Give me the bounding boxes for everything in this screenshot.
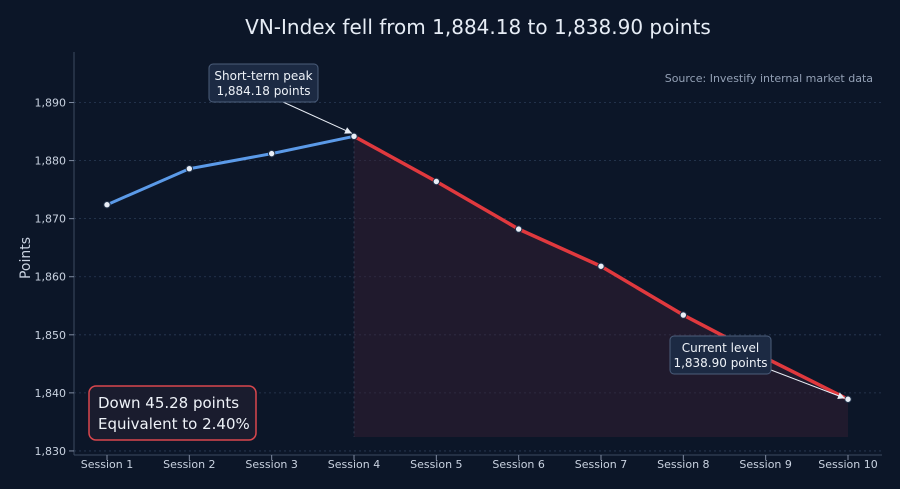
y-ticks: 1,830 1,840 1,850 1,860 1,870 1,880 1,890 <box>35 97 74 458</box>
y-tick-label: 1,870 <box>35 213 67 226</box>
axes <box>73 52 882 456</box>
summary-line-2: Equivalent to 2.40% <box>98 415 250 433</box>
y-tick-label: 1,880 <box>35 155 67 168</box>
data-point <box>267 149 276 158</box>
x-tick-label: Session 1 <box>81 458 133 471</box>
summary-box-frame <box>88 385 257 441</box>
data-point <box>679 311 688 319</box>
peak-annotation-arrowhead <box>344 127 352 134</box>
x-tick-label: Session 6 <box>492 458 544 471</box>
chart-title: VN-Index fell from 1,884.18 to 1,838.90 … <box>245 15 711 39</box>
y-tick-label: 1,840 <box>35 387 67 400</box>
data-point <box>350 132 358 141</box>
rising-segment-line <box>105 134 356 207</box>
x-tick-label: Session 4 <box>328 458 380 471</box>
y-tick-label: 1,830 <box>35 445 67 458</box>
x-tick-label: Session 2 <box>163 458 215 471</box>
x-tick-label: Session 10 <box>818 458 877 471</box>
x-ticks: Session 1 Session 2 Session 3 Session 4 Sess… <box>81 455 878 471</box>
decline-shading <box>354 136 848 438</box>
decline-area <box>353 136 848 438</box>
y-tick-label: 1,890 <box>35 97 67 110</box>
peak-annotation-box <box>208 63 319 103</box>
source-note: Source: Investify internal market data <box>665 72 873 85</box>
x-tick-label: Session 8 <box>657 458 709 471</box>
x-tick-label: Session 3 <box>245 458 297 471</box>
current-annotation-arrow <box>770 369 846 399</box>
x-tick-label: Session 9 <box>739 458 791 471</box>
peak-annotation-arrow <box>282 101 353 134</box>
x-tick-label: Session 5 <box>410 458 462 471</box>
data-point <box>597 262 605 270</box>
data-point <box>185 165 194 173</box>
data-point <box>844 395 852 403</box>
current-annotation-line-1: Current level <box>682 341 759 355</box>
summary-line-1: Down 45.28 points <box>98 394 239 412</box>
y-tick-label: 1,850 <box>35 329 67 342</box>
summary-box: Down 45.28 points Equivalent to 2.40% <box>88 385 257 441</box>
x-tick-label: Session 7 <box>575 458 627 471</box>
y-tick-label: 1,860 <box>35 271 67 284</box>
data-point <box>514 225 523 233</box>
current-annotation-line-2: 1,838.90 points <box>673 356 767 370</box>
current-annotation-box <box>669 335 772 375</box>
current-annotation-arrowhead <box>837 392 845 400</box>
data-point <box>432 177 441 186</box>
y-axis-label: Points <box>18 237 34 279</box>
peak-annotation-line-1: Short-term peak <box>214 69 312 83</box>
data-point <box>103 201 111 209</box>
peak-annotation-line-2: 1,884.18 points <box>216 84 310 98</box>
